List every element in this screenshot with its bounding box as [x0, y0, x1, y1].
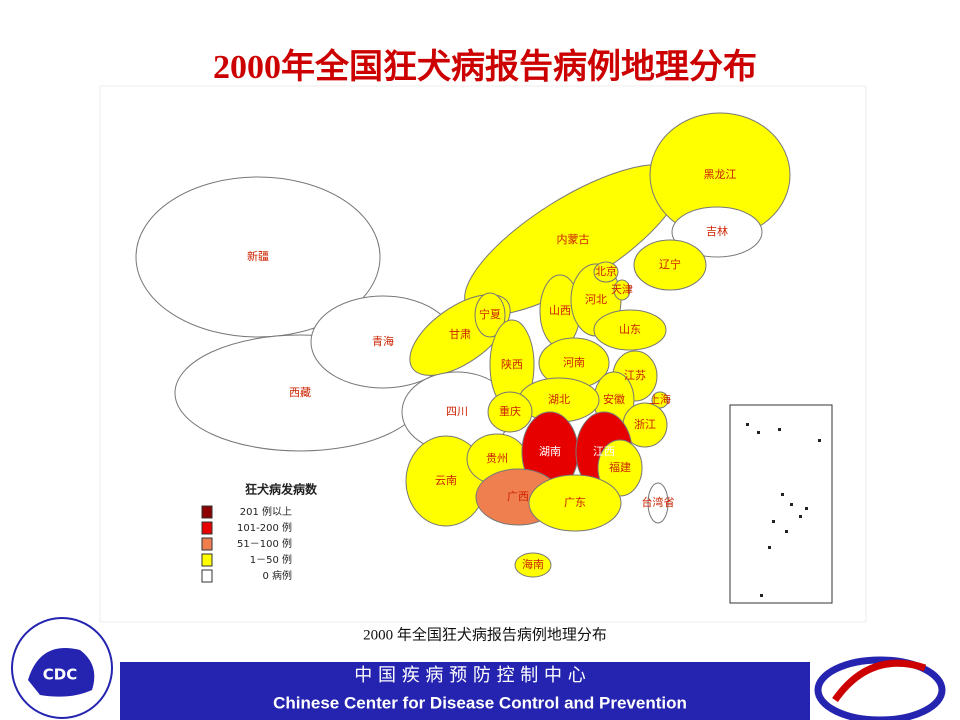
province-label: 贵州: [486, 452, 508, 465]
province-label: 甘肃: [449, 328, 471, 341]
province-label: 江苏: [624, 369, 646, 382]
legend: 狂犬病发病数 201 例以上 101-200 例 51－100 例 1－50 例 0 病…: [201, 482, 318, 583]
province-label: 云南: [435, 474, 457, 487]
province-label: 辽宁: [659, 257, 681, 271]
province-label: 上海: [649, 392, 671, 406]
province-label: 新疆: [247, 249, 269, 263]
province-label: 天津: [611, 283, 633, 296]
legend-swatch: [201, 553, 213, 567]
province-label: 山东: [619, 323, 641, 336]
footer-english: Chinese Center for Disease Control and P…: [273, 693, 687, 712]
province-label: 吉林: [706, 224, 728, 238]
province-label: 浙江: [634, 418, 656, 431]
province: [671, 206, 763, 258]
province-label: 山西: [549, 304, 571, 317]
province: [651, 391, 669, 409]
province-label: 湖北: [548, 393, 570, 406]
province-label: 西藏: [289, 386, 311, 399]
legend-label: 1－50 例: [250, 553, 292, 566]
province-label: 重庆: [499, 404, 521, 418]
province-label: 河北: [585, 293, 607, 306]
province-label: 内蒙古: [557, 232, 590, 246]
province: [593, 261, 619, 283]
province-label: 四川: [446, 405, 468, 418]
province: [514, 552, 552, 578]
province-label: 青海: [372, 334, 394, 348]
legend-swatch: [201, 569, 213, 583]
left-logo: CDC: [11, 617, 113, 719]
province-label: 海南: [522, 557, 544, 571]
legend-label: 0 病例: [262, 569, 292, 582]
province: [528, 474, 622, 532]
logo-text: CDC: [43, 666, 77, 684]
province-label: 宁夏: [479, 307, 501, 321]
province-label: 江西: [593, 445, 615, 458]
islands: [746, 423, 821, 597]
footer-band: [120, 662, 810, 720]
slide-title: 2000年全国狂犬病报告病例地理分布: [213, 47, 757, 86]
province-label: 湖南: [539, 445, 561, 458]
province: [593, 309, 667, 351]
province-label: 广东: [564, 496, 586, 509]
province-label: 黑龙江: [704, 168, 737, 181]
right-logo: [814, 656, 946, 720]
province-label: 台湾省: [642, 495, 675, 509]
province: [647, 482, 669, 524]
legend-swatch: [201, 537, 213, 551]
province-label: 河南: [563, 356, 585, 369]
province-label: 北京: [595, 264, 617, 278]
province-label: 陕西: [501, 357, 523, 371]
legend-title: 狂犬病发病数: [245, 482, 318, 497]
legend-label: 51－100 例: [237, 537, 292, 550]
legend-swatch: [201, 521, 213, 535]
map-caption: 2000 年全国狂犬病报告病例地理分布: [363, 625, 607, 643]
legend-label: 201 例以上: [240, 505, 292, 518]
province: [613, 279, 631, 301]
legend-label: 101-200 例: [237, 521, 292, 534]
province: [487, 391, 533, 433]
south-sea-inset: [729, 404, 833, 604]
province-label: 广西: [507, 490, 529, 503]
footer-chinese: 中 国 疾 病 预 防 控 制 中 心: [354, 665, 586, 686]
province: [135, 176, 381, 338]
province: [633, 239, 707, 291]
province-label: 安徽: [603, 392, 625, 406]
province-label: 福建: [609, 460, 631, 474]
province: [474, 292, 506, 338]
legend-swatch: [201, 505, 213, 519]
